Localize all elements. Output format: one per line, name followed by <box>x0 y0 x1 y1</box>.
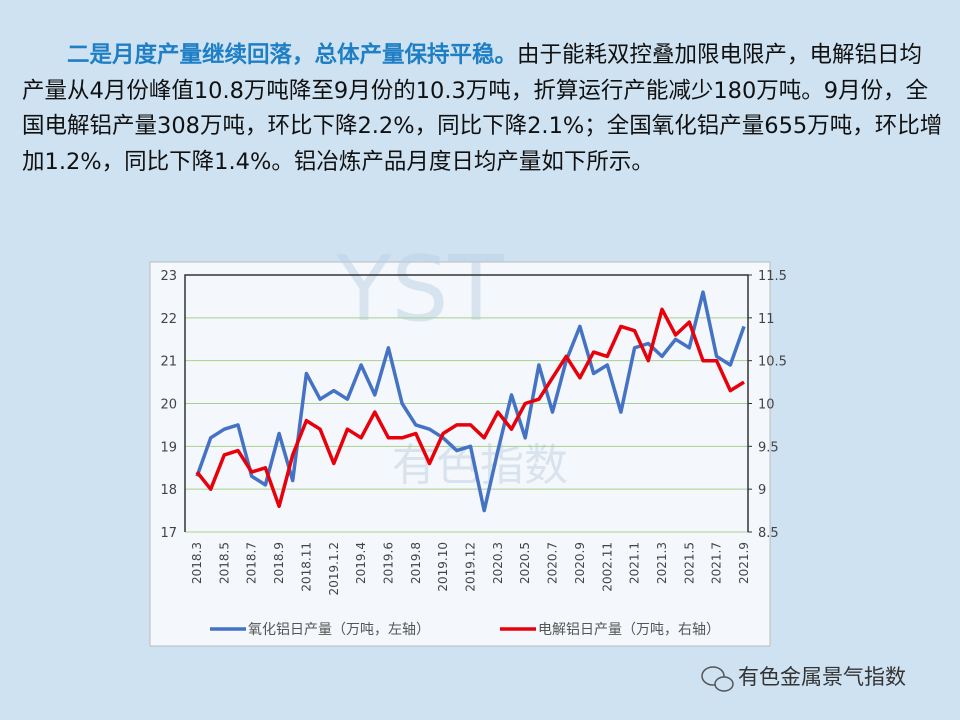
x-tick-label: 2020.7 <box>546 542 560 584</box>
y2-tick-label: 9.5 <box>758 440 779 455</box>
x-tick-label: 2019.8 <box>409 542 423 584</box>
plot-border <box>184 274 749 532</box>
x-tick-label: 2019.1.2 <box>327 542 341 595</box>
x-tick-label: 2019.10 <box>436 542 450 592</box>
y-tick-label: 20 <box>160 398 177 413</box>
x-tick-label: 2019.4 <box>354 542 368 584</box>
chart-frame <box>149 261 771 647</box>
footer-text: 有色金属景气指数 <box>738 665 906 689</box>
x-tick-label: 2018.9 <box>272 542 286 584</box>
x-tick-label: 2018.7 <box>245 542 259 584</box>
x-tick-label: 2019.6 <box>381 542 395 584</box>
x-tick-label: 2019.12 <box>464 542 478 592</box>
paragraph: 二是月度产量继续回落，总体产量保持平稳。由于能耗双控叠加限电限产，电解铝日均产量… <box>22 38 944 180</box>
series-line <box>195 307 745 509</box>
y-tick-label: 23 <box>160 269 177 284</box>
x-tick-label: 2021.3 <box>655 542 669 584</box>
y2-tick-label: 10 <box>758 398 775 413</box>
highlight: 二是月度产量继续回落，总体产量保持平稳。 <box>67 42 518 68</box>
y-tick-label: 17 <box>160 526 177 541</box>
footer-icon <box>701 666 734 692</box>
x-tick-label: 2002.11 <box>600 542 614 592</box>
y-tick-label: 22 <box>160 312 177 327</box>
legend-label: 氧化铝日产量（万吨，左轴） <box>248 622 430 638</box>
x-tick-label: 2020.5 <box>518 542 532 584</box>
x-tick-label: 2018.11 <box>299 542 313 592</box>
watermark-logo: YST <box>335 237 504 342</box>
x-tick-label: 2021.9 <box>737 542 751 584</box>
y2-tick-label: 11.5 <box>758 269 787 284</box>
x-tick-label: 2021.5 <box>682 542 696 584</box>
x-tick-label: 2018.3 <box>190 542 204 584</box>
y2-tick-label: 11 <box>758 312 775 327</box>
x-tick-label: 2020.9 <box>573 542 587 584</box>
x-tick-label: 2021.1 <box>628 542 642 584</box>
legend-label: 电解铝日产量（万吨，右轴） <box>538 622 720 638</box>
body-text: 由于能耗双控叠加限电限产，电解铝日均产量从4月份峰值10.8万吨降至9月份的10… <box>22 42 943 175</box>
y2-tick-label: 9 <box>758 483 766 498</box>
y-tick-label: 19 <box>160 440 177 455</box>
x-tick-label: 2018.5 <box>217 542 231 584</box>
y2-tick-label: 10.5 <box>758 355 787 370</box>
x-tick-label: 2021.7 <box>710 542 724 584</box>
y2-tick-label: 8.5 <box>758 526 779 541</box>
y-tick-label: 21 <box>160 355 177 370</box>
x-tick-label: 2020.3 <box>491 542 505 584</box>
y-tick-label: 18 <box>160 483 177 498</box>
